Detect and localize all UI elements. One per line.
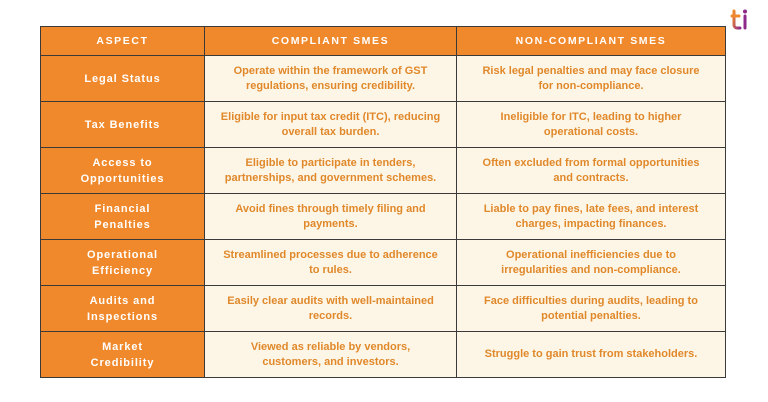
- cell-text: Operational inefficiencies due to irregu…: [501, 248, 681, 276]
- content-cell: Risk legal penalties and may face closur…: [456, 55, 726, 102]
- cell-text: Easily clear audits with well-maintained…: [227, 294, 434, 322]
- table-row: Access to Opportunities Eligible to parti…: [40, 147, 726, 194]
- content-cell: Operational inefficiencies due to irregu…: [456, 239, 726, 286]
- content-cell: Eligible to participate in tenders, part…: [204, 147, 457, 194]
- content-cell: Avoid fines through timely filing and pa…: [204, 193, 457, 240]
- header-row: ASPECT COMPLIANT SMES NON-COMPLIANT SMES: [40, 26, 726, 56]
- cell-text: Financial Penalties: [94, 202, 151, 231]
- column-header: ASPECT: [40, 26, 205, 56]
- aspect-cell: Access to Opportunities: [40, 147, 205, 194]
- content-cell: Viewed as reliable by vendors, customers…: [204, 331, 457, 378]
- cell-text: Risk legal penalties and may face closur…: [482, 64, 700, 92]
- table-row: Audits and Inspections Easily clear audit…: [40, 285, 726, 332]
- cell-text: Access to Opportunities: [80, 156, 165, 185]
- content-cell: Eligible for input tax credit (ITC), red…: [204, 101, 457, 148]
- table-row: Financial Penalties Avoid fines through t…: [40, 193, 726, 240]
- content-cell: Struggle to gain trust from stakeholders…: [456, 331, 726, 378]
- aspect-cell: Legal Status: [40, 55, 205, 102]
- cell-text: Often excluded from formal opportunities…: [482, 156, 700, 184]
- content-cell: Face difficulties during audits, leading…: [456, 285, 726, 332]
- cell-text: Tax Benefits: [84, 118, 161, 131]
- cell-text: Struggle to gain trust from stakeholders…: [484, 348, 698, 360]
- cell-text: Liable to pay fines, late fees, and inte…: [483, 202, 699, 230]
- cell-text: Eligible to participate in tenders, part…: [224, 156, 437, 184]
- logo: [730, 9, 747, 30]
- table-row: Market Credibility Viewed as reliable by …: [40, 331, 726, 378]
- cell-text: Face difficulties during audits, leading…: [484, 294, 698, 322]
- table-row: Tax Benefits Eligible for input tax credi…: [40, 101, 726, 148]
- cell-text: Eligible for input tax credit (ITC), red…: [220, 110, 441, 138]
- content-cell: Often excluded from formal opportunities…: [456, 147, 726, 194]
- cell-text: Legal Status: [84, 72, 161, 85]
- cell-text: Operational Efficiency: [86, 248, 159, 277]
- cell-text: Streamlined processes due to adherence t…: [223, 248, 438, 276]
- cell-text: Viewed as reliable by vendors, customers…: [250, 340, 411, 368]
- cell-text: Market Credibility: [90, 340, 155, 369]
- column-header: NON-COMPLIANT SMES: [456, 26, 726, 56]
- cell-text: Audits and Inspections: [86, 294, 159, 323]
- cell-text: Operate within the framework of GST regu…: [233, 64, 428, 92]
- aspect-cell: Market Credibility: [40, 331, 205, 378]
- aspect-cell: Audits and Inspections: [40, 285, 205, 332]
- table-body: Legal Status Operate within the framework…: [40, 55, 726, 378]
- comparison-table: ASPECT COMPLIANT SMES NON-COMPLIANT SMES L…: [40, 26, 726, 378]
- aspect-cell: Operational Efficiency: [40, 239, 205, 286]
- content-cell: Ineligible for ITC, leading to higher op…: [456, 101, 726, 148]
- content-cell: Operate within the framework of GST regu…: [204, 55, 457, 102]
- aspect-cell: Financial Penalties: [40, 193, 205, 240]
- content-cell: Streamlined processes due to adherence t…: [204, 239, 457, 286]
- table-row: Legal Status Operate within the framework…: [40, 55, 726, 102]
- column-header: COMPLIANT SMES: [204, 26, 457, 56]
- content-cell: Easily clear audits with well-maintained…: [204, 285, 457, 332]
- table-row: Operational Efficiency Streamlined proces…: [40, 239, 726, 286]
- cell-text: Ineligible for ITC, leading to higher op…: [500, 110, 682, 138]
- content-cell: Liable to pay fines, late fees, and inte…: [456, 193, 726, 240]
- cell-text: Avoid fines through timely filing and pa…: [235, 202, 426, 230]
- aspect-cell: Tax Benefits: [40, 101, 205, 148]
